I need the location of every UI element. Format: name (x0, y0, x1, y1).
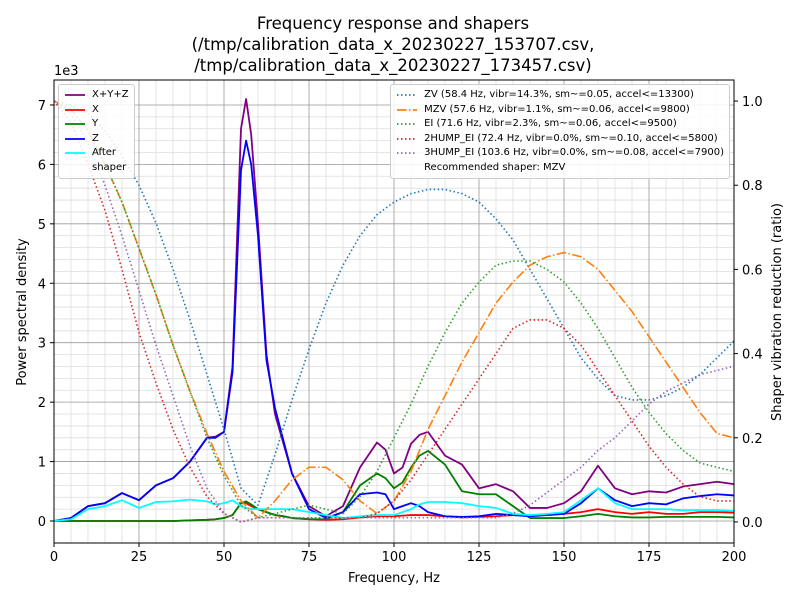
x-tick-label: 50 (216, 550, 233, 565)
legend-label: X+Y+Z (92, 89, 129, 100)
legend-swatch (397, 123, 418, 125)
y2-tick-label: 0.8 (742, 179, 763, 194)
series-line (54, 100, 734, 523)
legend-swatch (65, 152, 85, 154)
x-tick-label: 100 (382, 550, 407, 565)
legend: ZV (58.4 Hz, vibr=14.3%, sm~=0.05, accel… (390, 84, 730, 179)
series-line (54, 449, 734, 522)
legend: X+Y+Z X Y Z After shaper (58, 84, 135, 179)
y-tick-label: 4 (38, 277, 46, 292)
y2-tick-label: 0.4 (742, 348, 763, 363)
legend-entry: 2HUMP_EI (72.4 Hz, vibr=0.0%, sm~=0.10, … (396, 132, 724, 147)
x-tick-label: 150 (552, 550, 577, 565)
legend-swatch (397, 152, 418, 154)
legend-entry: 3HUMP_EI (103.6 Hz, vibr=0.0%, sm~=0.08,… (396, 146, 724, 161)
x-tick-label: 175 (637, 550, 662, 565)
legend-entry: MZV (57.6 Hz, vibr=1.1%, sm~=0.06, accel… (396, 103, 724, 118)
legend-entry: X (64, 103, 129, 118)
legend-swatch (397, 94, 418, 96)
legend-label: 3HUMP_EI (103.6 Hz, vibr=0.0%, sm~=0.08,… (424, 147, 724, 158)
chart-title: /tmp/calibration_data_x_20230227_173457.… (194, 56, 591, 76)
y2-tick-label: 0.6 (742, 263, 763, 278)
legend-label: EI (71.6 Hz, vibr=2.3%, sm~=0.06, accel<… (424, 118, 677, 129)
legend-label: Z (92, 132, 99, 144)
y-offset-label: 1e3 (54, 64, 79, 79)
legend-entry: Y (64, 117, 129, 132)
legend-label: X (92, 103, 99, 115)
legend-label: ZV (58.4 Hz, vibr=14.3%, sm~=0.05, accel… (424, 89, 694, 100)
x-tick-label: 0 (50, 550, 58, 565)
y-tick-label: 6 (38, 158, 46, 173)
x-tick-label: 75 (301, 550, 318, 565)
legend-swatch (397, 137, 418, 140)
legend-note: Recommended shaper: MZV (424, 161, 566, 173)
y2-tick-label: 0.2 (742, 432, 763, 447)
legend-swatch (65, 137, 85, 140)
y-tick-label: 5 (38, 218, 46, 233)
chart-title: Frequency response and shapers (257, 14, 529, 33)
y2-tick-label: 1.0 (742, 95, 763, 110)
x-tick-label: 25 (131, 550, 148, 565)
x-axis-label: Frequency, Hz (348, 571, 440, 586)
plot (54, 98, 734, 523)
plot-frame (53, 79, 735, 544)
y-tick-label: 3 (38, 337, 46, 352)
x-tick-label: 200 (722, 550, 747, 565)
series-line (54, 100, 734, 519)
legend-entry: Z (64, 132, 129, 147)
legend-swatch (65, 94, 85, 96)
y-tick-label: 0 (38, 515, 46, 530)
x-tick-label: 125 (467, 550, 492, 565)
legend-label: MZV (57.6 Hz, vibr=1.1%, sm~=0.06, accel… (424, 103, 690, 115)
legend-swatch (65, 108, 85, 111)
legend-entry: EI (71.6 Hz, vibr=2.3%, sm~=0.06, accel<… (396, 117, 724, 132)
y2-tick-label: 0.0 (742, 516, 763, 531)
legend-entry: After shaper (64, 146, 129, 175)
y-tick-label: 1 (38, 456, 46, 471)
legend-label: 2HUMP_EI (72.4 Hz, vibr=0.0%, sm~=0.10, … (424, 132, 718, 144)
legend-entry: X+Y+Z (64, 88, 129, 103)
legend-swatch (65, 123, 85, 125)
legend-label: Y (92, 118, 99, 129)
y-tick-label: 7 (38, 99, 46, 114)
legend-label: After shaper (92, 147, 127, 173)
y-tick-label: 2 (38, 396, 46, 411)
y-axis-label: Power spectral density (15, 238, 30, 386)
legend-entry: ZV (58.4 Hz, vibr=14.3%, sm~=0.05, accel… (396, 88, 724, 103)
series-line (54, 487, 734, 522)
series-line (54, 100, 734, 519)
legend-swatch (397, 108, 418, 111)
y2-axis-label: Shaper vibration reduction (ratio) (770, 203, 785, 421)
chart-title: (/tmp/calibration_data_x_20230227_153707… (192, 35, 595, 55)
